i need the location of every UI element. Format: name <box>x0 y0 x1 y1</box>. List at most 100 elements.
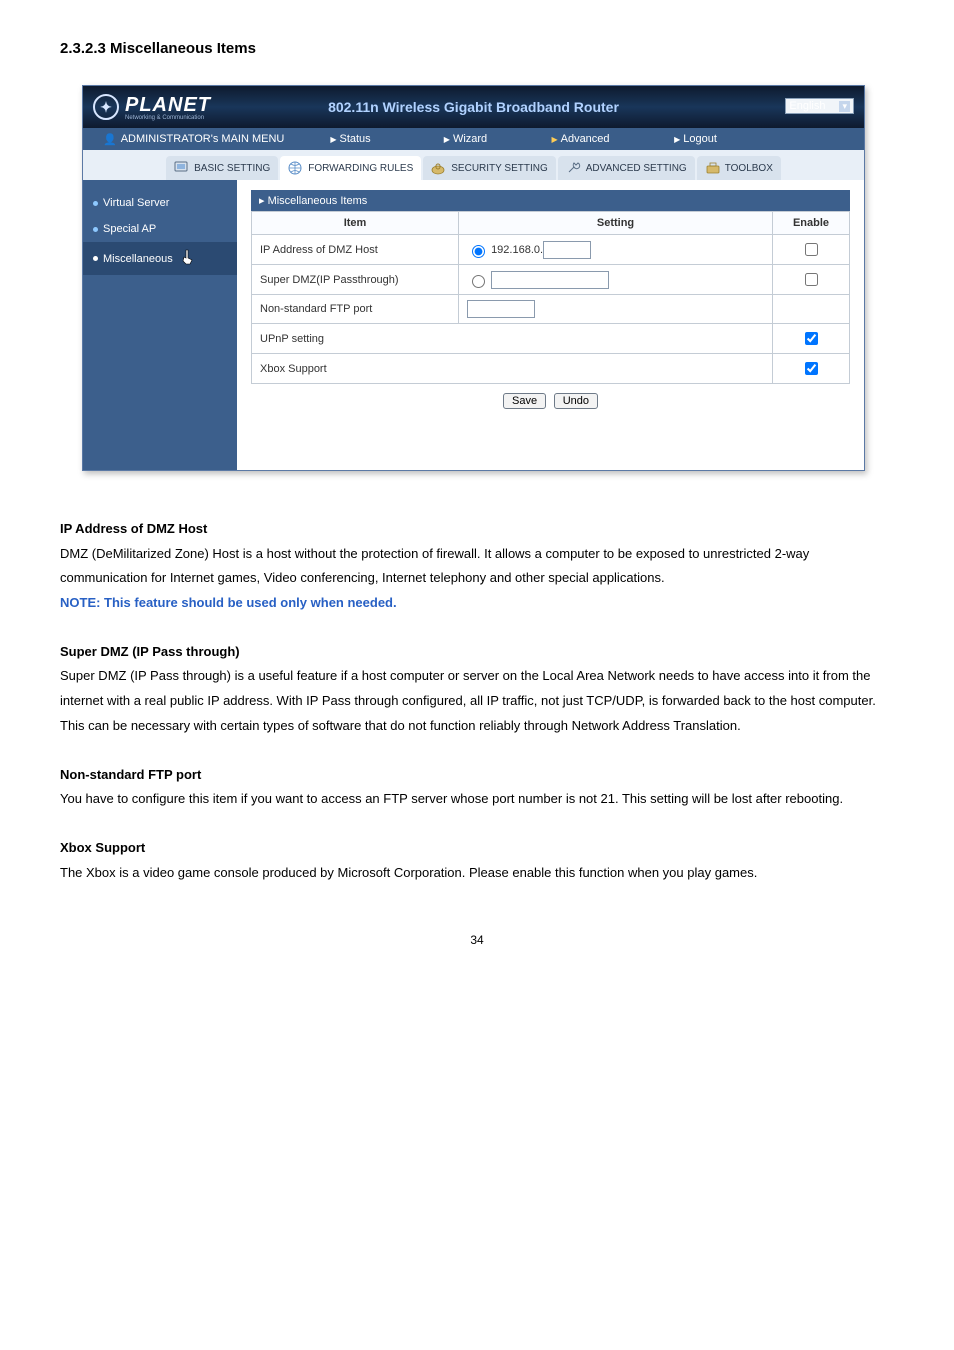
section-heading: 2.3.2.3 Miscellaneous Items <box>60 40 894 57</box>
super-dmz-input[interactable] <box>491 271 609 289</box>
tabbar-wrap: BASIC SETTING FORWARDING RULES SECURITY … <box>83 150 864 180</box>
bullet-icon <box>93 256 98 261</box>
enable-cell <box>773 354 850 384</box>
sidebar-item-virtual-server[interactable]: Virtual Server <box>83 190 237 216</box>
col-item: Item <box>252 212 459 235</box>
table-row: UPnP setting <box>252 324 850 354</box>
undo-button[interactable]: Undo <box>554 393 598 409</box>
note-text: NOTE: This feature should be used only w… <box>60 591 894 616</box>
enable-cell <box>773 295 850 324</box>
globe-icon: ✦ <box>93 94 119 120</box>
body-area: Virtual Server Special AP Miscellaneous … <box>83 180 864 470</box>
wrench-icon <box>566 161 582 175</box>
sec4-heading: Xbox Support <box>60 836 894 861</box>
tab-label: SECURITY SETTING <box>451 163 548 174</box>
item-label: IP Address of DMZ Host <box>252 235 459 265</box>
upnp-enable-checkbox[interactable] <box>805 332 818 345</box>
tab-label: FORWARDING RULES <box>308 163 413 174</box>
menu-wizard-label: Wizard <box>453 133 487 145</box>
cursor-icon <box>182 249 194 268</box>
sidebar-item-miscellaneous[interactable]: Miscellaneous <box>83 242 237 275</box>
bullet-icon <box>93 227 98 232</box>
logo-subtext: Networking & Communication <box>125 115 211 121</box>
table-row: Xbox Support <box>252 354 850 384</box>
save-button[interactable]: Save <box>503 393 546 409</box>
sec2-heading: Super DMZ (IP Pass through) <box>60 640 894 665</box>
sidebar: Virtual Server Special AP Miscellaneous <box>83 180 237 470</box>
sec4-text: The Xbox is a video game console produce… <box>60 861 894 886</box>
monitor-icon <box>174 161 190 175</box>
dmz-host-input[interactable] <box>543 241 591 259</box>
page-number: 34 <box>60 933 894 947</box>
tab-label: BASIC SETTING <box>194 163 270 174</box>
sidebar-item-special-ap[interactable]: Special AP <box>83 216 237 242</box>
sec3-text: You have to configure this item if you w… <box>60 787 894 812</box>
triangle-icon: ▶ <box>444 135 450 144</box>
super-dmz-radio[interactable] <box>472 275 485 288</box>
enable-cell <box>773 235 850 265</box>
item-label: Super DMZ(IP Passthrough) <box>252 265 459 295</box>
col-enable: Enable <box>773 212 850 235</box>
table-header-row: Item Setting Enable <box>252 212 850 235</box>
sec2-text: Super DMZ (IP Pass through) is a useful … <box>60 664 894 738</box>
language-select[interactable]: English ▾ <box>785 98 854 114</box>
item-label: Xbox Support <box>252 354 773 384</box>
user-icon: 👤 <box>103 133 117 146</box>
sec1-text: DMZ (DeMilitarized Zone) Host is a host … <box>60 542 894 591</box>
enable-cell <box>773 324 850 354</box>
tab-advanced-setting[interactable]: ADVANCED SETTING <box>558 156 695 180</box>
xbox-enable-checkbox[interactable] <box>805 362 818 375</box>
banner: ✦ PLANET Networking & Communication 802.… <box>83 86 864 128</box>
ip-prefix: 192.168.0. <box>491 244 543 256</box>
table-row: Non-standard FTP port <box>252 295 850 324</box>
item-label: UPnP setting <box>252 324 773 354</box>
tab-toolbox[interactable]: TOOLBOX <box>697 156 781 180</box>
button-row: Save Undo <box>251 384 850 417</box>
router-screenshot: ✦ PLANET Networking & Communication 802.… <box>82 85 865 471</box>
doc-body: IP Address of DMZ Host DMZ (DeMilitarize… <box>60 517 894 885</box>
setting-cell: 192.168.0. <box>459 235 773 265</box>
enable-cell <box>773 265 850 295</box>
settings-table: Item Setting Enable IP Address of DMZ Ho… <box>251 211 850 384</box>
sidebar-item-label: Miscellaneous <box>103 253 173 265</box>
triangle-icon: ▶ <box>330 135 336 144</box>
tab-forwarding-rules[interactable]: FORWARDING RULES <box>280 156 421 180</box>
setting-cell <box>459 265 773 295</box>
tabbar: BASIC SETTING FORWARDING RULES SECURITY … <box>83 156 864 180</box>
lock-icon <box>431 161 447 175</box>
menu-wizard[interactable]: ▶Wizard <box>408 133 523 145</box>
dmz-host-enable-checkbox[interactable] <box>805 243 818 256</box>
menu-advanced-label: Advanced <box>561 133 610 145</box>
sec1-heading: IP Address of DMZ Host <box>60 517 894 542</box>
toolbox-icon <box>705 161 721 175</box>
ftp-port-input[interactable] <box>467 300 535 318</box>
menu-status[interactable]: ▶Status <box>293 133 408 145</box>
col-setting: Setting <box>459 212 773 235</box>
globe-icon <box>288 161 304 175</box>
menu-status-label: Status <box>339 133 370 145</box>
bullet-icon <box>93 201 98 206</box>
sidebar-item-label: Virtual Server <box>103 197 169 209</box>
panel-title: ▸ Miscellaneous Items <box>251 190 850 211</box>
banner-title: 802.11n Wireless Gigabit Broadband Route… <box>328 99 619 115</box>
logo: ✦ PLANET Networking & Communication <box>83 94 211 121</box>
admin-main-menu-label: 👤 ADMINISTRATOR's MAIN MENU <box>103 133 293 146</box>
dmz-host-radio[interactable] <box>472 245 485 258</box>
menu-advanced[interactable]: ▶ Advanced <box>523 133 638 145</box>
top-menu: 👤 ADMINISTRATOR's MAIN MENU ▶Status ▶Wiz… <box>83 128 864 150</box>
setting-cell <box>459 295 773 324</box>
sidebar-item-label: Special AP <box>103 223 156 235</box>
tab-basic-setting[interactable]: BASIC SETTING <box>166 156 278 180</box>
menu-logout[interactable]: ▶Logout <box>638 133 753 145</box>
table-row: Super DMZ(IP Passthrough) <box>252 265 850 295</box>
item-label: Non-standard FTP port <box>252 295 459 324</box>
tab-security-setting[interactable]: SECURITY SETTING <box>423 156 556 180</box>
language-value: English <box>789 100 825 112</box>
tab-label: TOOLBOX <box>725 163 773 174</box>
triangle-icon: ▶ <box>674 135 680 144</box>
tab-label: ADVANCED SETTING <box>586 163 687 174</box>
triangle-icon: ▶ <box>551 135 557 144</box>
logo-text: PLANET <box>125 94 211 117</box>
super-dmz-enable-checkbox[interactable] <box>805 273 818 286</box>
user-label-text: ADMINISTRATOR's MAIN MENU <box>121 133 285 145</box>
